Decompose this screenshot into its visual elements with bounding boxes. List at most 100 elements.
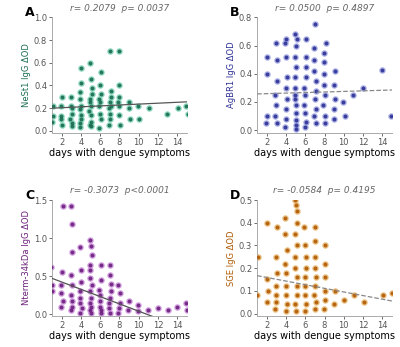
Point [273, 40, 279, 45]
Point [58, 103, 64, 109]
Point [87, 60, 93, 66]
Point [350, 92, 357, 98]
Point [67, 117, 73, 122]
Point [87, 237, 93, 243]
Point [96, 287, 102, 293]
X-axis label: days with dengue symptoms: days with dengue symptoms [49, 331, 190, 341]
Point [291, 254, 298, 260]
Point [332, 68, 338, 74]
Point [127, 117, 133, 122]
Point [106, 300, 113, 306]
Point [145, 308, 152, 313]
Point [87, 310, 94, 315]
Point [292, 122, 299, 127]
Point [321, 82, 328, 88]
Point [360, 85, 366, 91]
Point [107, 100, 114, 105]
Point [58, 113, 64, 119]
Point [312, 88, 319, 93]
Point [313, 106, 319, 112]
Point [184, 308, 191, 313]
Point [283, 293, 289, 298]
Point [301, 283, 308, 289]
Point [331, 106, 338, 112]
Point [88, 85, 95, 91]
Point [184, 308, 191, 313]
Point [332, 68, 338, 74]
Point [312, 306, 318, 312]
Point [292, 32, 298, 37]
Point [60, 203, 66, 209]
Point [292, 54, 298, 60]
Point [97, 111, 103, 117]
Point [273, 293, 279, 298]
Point [273, 102, 279, 108]
Point [58, 113, 64, 119]
Point [322, 288, 328, 294]
Point [48, 264, 54, 270]
X-axis label: days with dengue symptoms: days with dengue symptoms [254, 331, 395, 341]
Point [294, 220, 300, 226]
Point [340, 99, 346, 105]
Point [264, 288, 271, 294]
Point [78, 112, 84, 118]
Point [98, 92, 104, 97]
Point [97, 311, 104, 316]
Point [274, 57, 280, 62]
Point [360, 299, 367, 305]
Point [264, 299, 270, 305]
Point [76, 245, 83, 250]
Point [302, 110, 308, 116]
Point [116, 290, 123, 296]
Point [86, 300, 93, 306]
Point [321, 82, 328, 88]
Point [282, 215, 288, 221]
Point [108, 289, 114, 294]
Point [292, 302, 298, 307]
Point [293, 202, 300, 208]
Point [58, 304, 64, 310]
Text: r= -0.3073  p<0.0001: r= -0.3073 p<0.0001 [70, 186, 169, 195]
Point [283, 308, 290, 314]
Point [321, 92, 328, 98]
Point [293, 64, 299, 69]
Point [87, 289, 94, 294]
Point [311, 113, 317, 119]
Point [145, 308, 152, 313]
Point [77, 96, 83, 102]
Point [321, 92, 328, 98]
Point [283, 247, 290, 253]
Point [272, 113, 278, 119]
Point [321, 243, 328, 248]
Point [116, 49, 122, 54]
Point [330, 116, 337, 122]
Point [292, 85, 298, 91]
Point [98, 262, 104, 268]
Point [303, 302, 309, 307]
Point [292, 265, 298, 271]
Point [49, 289, 56, 294]
Point [97, 69, 104, 75]
Point [303, 302, 309, 307]
Point [274, 120, 280, 126]
Point [340, 99, 346, 105]
Point [86, 300, 93, 306]
Point [360, 299, 367, 305]
Point [97, 304, 104, 310]
Point [87, 308, 93, 313]
Point [302, 243, 309, 248]
Point [331, 302, 337, 307]
Point [98, 262, 104, 268]
Point [322, 40, 329, 45]
Point [96, 96, 102, 102]
Point [294, 220, 300, 226]
Point [313, 106, 319, 112]
Point [273, 293, 279, 298]
Point [68, 249, 75, 255]
Point [116, 290, 123, 296]
Point [116, 305, 122, 311]
Point [49, 282, 55, 288]
Point [88, 282, 95, 288]
Point [312, 238, 318, 244]
Point [331, 82, 337, 88]
